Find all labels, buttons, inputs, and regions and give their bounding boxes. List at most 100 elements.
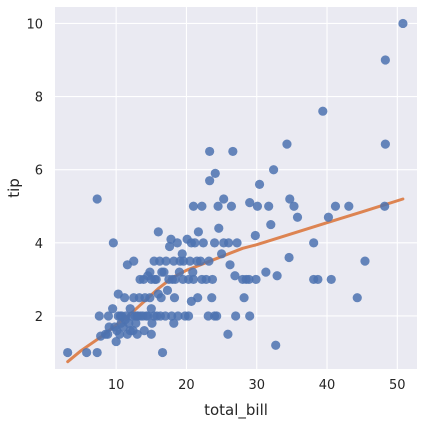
data-point (219, 194, 229, 204)
data-point (179, 256, 189, 266)
data-point (292, 212, 303, 222)
data-point (103, 329, 113, 339)
data-point (232, 238, 242, 248)
data-point (145, 293, 155, 303)
data-point (173, 311, 183, 321)
data-point (250, 230, 260, 241)
data-point (157, 347, 168, 358)
data-point (169, 318, 179, 328)
x-tick-label: 20 (178, 378, 195, 393)
data-point (193, 227, 203, 237)
data-point (239, 293, 249, 303)
x-tick-labels: 10 20 30 40 50 (108, 378, 406, 393)
data-point (125, 304, 135, 314)
data-point (360, 256, 370, 266)
data-point (155, 256, 165, 266)
data-point (398, 18, 408, 29)
y-tick-labels: 2 4 6 8 10 (26, 17, 43, 325)
data-point (207, 293, 217, 303)
data-point (195, 256, 206, 266)
data-point (284, 252, 294, 263)
data-point (230, 271, 240, 281)
data-point (188, 201, 199, 211)
data-point (167, 311, 177, 321)
data-point (94, 311, 104, 321)
data-point (183, 311, 194, 321)
data-point (213, 201, 223, 211)
data-point (190, 238, 200, 248)
data-point (223, 329, 233, 339)
data-point (201, 274, 211, 285)
data-point (92, 194, 102, 204)
data-point (226, 201, 237, 211)
data-point (231, 311, 241, 321)
data-point (205, 176, 215, 186)
data-point (251, 274, 261, 285)
data-point (146, 304, 156, 314)
data-point (326, 274, 336, 285)
data-point (266, 219, 276, 230)
data-point (139, 326, 149, 336)
data-point (161, 256, 171, 266)
data-point (119, 293, 130, 303)
data-point (205, 146, 215, 157)
y-tick-label: 8 (35, 91, 43, 106)
data-point (147, 318, 157, 328)
data-point (132, 329, 142, 339)
x-axis-label: total_bill (204, 401, 268, 420)
data-point (380, 55, 390, 65)
data-point (380, 139, 390, 149)
data-point (252, 201, 263, 211)
data-point (330, 201, 341, 211)
x-tick-label: 30 (248, 378, 265, 393)
data-point (245, 198, 255, 208)
data-point (289, 201, 299, 211)
data-point (210, 168, 220, 178)
data-point (160, 311, 170, 321)
data-point (82, 347, 92, 358)
data-point (245, 311, 255, 321)
data-point (228, 146, 238, 157)
data-point (261, 267, 271, 277)
data-point (207, 274, 218, 285)
data-point (197, 201, 207, 211)
data-point (271, 340, 281, 350)
data-point (159, 267, 169, 277)
data-point (254, 179, 265, 189)
y-tick-label: 10 (26, 17, 43, 32)
x-tick-label: 40 (319, 378, 336, 393)
data-point (146, 329, 156, 339)
data-point (108, 304, 118, 314)
data-point (103, 311, 114, 321)
data-point (209, 238, 220, 248)
x-tick-label: 10 (108, 378, 125, 393)
data-point (115, 329, 125, 339)
data-point (212, 311, 222, 321)
data-point (318, 106, 328, 116)
data-point (162, 285, 173, 295)
data-point (188, 274, 199, 285)
data-point (172, 238, 182, 248)
data-point (323, 212, 334, 222)
data-point (285, 194, 295, 204)
data-point (272, 271, 282, 281)
data-point (169, 293, 180, 303)
y-tick-label: 2 (35, 310, 43, 325)
data-point (151, 274, 161, 285)
data-point (111, 336, 121, 347)
data-point (188, 267, 198, 277)
data-point (169, 256, 179, 266)
data-point (124, 318, 134, 328)
data-point (244, 274, 254, 285)
data-point (225, 260, 235, 270)
data-point (203, 311, 213, 321)
data-point (214, 223, 224, 233)
data-point (269, 165, 279, 175)
data-point (380, 201, 390, 211)
data-point (185, 256, 195, 266)
data-point (129, 256, 139, 266)
data-point (282, 139, 292, 149)
data-point (309, 238, 319, 248)
data-point (198, 238, 208, 248)
